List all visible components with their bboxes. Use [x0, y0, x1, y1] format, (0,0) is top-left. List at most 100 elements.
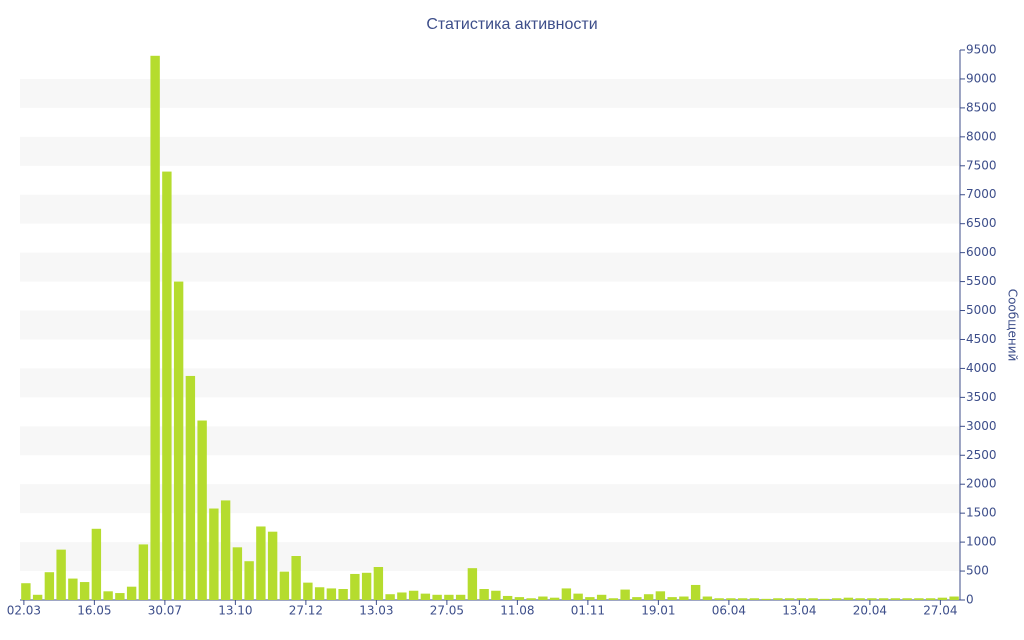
bar: [150, 55, 160, 600]
y-tick-label: 3000: [966, 419, 997, 433]
y-axis-title: Сообщений: [1006, 289, 1020, 362]
bar: [279, 571, 290, 600]
bar: [773, 598, 783, 600]
bar: [303, 582, 313, 600]
bar: [855, 598, 865, 600]
bar: [702, 596, 713, 600]
bar: [737, 598, 748, 600]
bar: [244, 561, 254, 600]
bar: [878, 598, 889, 600]
bar: [914, 598, 924, 600]
grid-band: [20, 542, 960, 572]
bar: [44, 572, 55, 600]
y-tick-label: 5000: [966, 303, 997, 317]
y-tick-label: 8500: [966, 100, 997, 114]
bar: [526, 598, 536, 600]
bar: [455, 594, 466, 600]
y-tick-label: 9500: [966, 43, 997, 57]
x-tick-label: 01.11: [571, 604, 605, 618]
bar: [902, 598, 912, 600]
bar: [326, 588, 337, 600]
bar: [397, 592, 407, 600]
y-tick-label: 7000: [966, 187, 997, 201]
bar: [444, 594, 454, 600]
bar: [220, 500, 231, 600]
y-tick-label: 4000: [966, 361, 997, 375]
bar: [596, 594, 607, 600]
bar: [32, 594, 43, 600]
bar: [291, 556, 301, 600]
bar: [314, 587, 325, 600]
x-tick-label: 30.07: [148, 604, 182, 618]
bar: [690, 584, 701, 600]
x-tick-label: 06.04: [712, 604, 746, 618]
bar: [749, 598, 760, 600]
x-tick-label: 27.05: [430, 604, 464, 618]
bar: [79, 582, 90, 600]
bar: [784, 598, 795, 600]
x-tick-label: 27.12: [289, 604, 323, 618]
bar: [467, 568, 478, 600]
bar: [491, 590, 501, 600]
bar: [479, 589, 489, 600]
bar: [408, 590, 419, 600]
grid-band: [20, 194, 960, 224]
y-tick-label: 2000: [966, 477, 997, 491]
bar: [585, 597, 595, 600]
bar: [514, 597, 525, 600]
y-tick-label: 8000: [966, 129, 997, 143]
grid-band: [20, 426, 960, 456]
bar: [808, 598, 818, 600]
bar: [632, 597, 642, 600]
bar: [185, 375, 196, 600]
y-tick-label: 6000: [966, 245, 997, 259]
bar: [538, 596, 548, 600]
x-tick-label: 02.03: [7, 604, 41, 618]
bar: [56, 549, 66, 600]
bar: [761, 598, 771, 600]
bar: [643, 594, 654, 600]
bar: [385, 594, 395, 600]
chart-title: Статистика активности: [426, 16, 597, 33]
bar: [726, 598, 736, 600]
y-tick-label: 7500: [966, 158, 997, 172]
bar: [667, 597, 677, 600]
bar: [890, 598, 901, 600]
bar: [949, 596, 959, 600]
bar: [867, 598, 877, 600]
grid-band: [20, 484, 960, 514]
bar: [338, 589, 348, 600]
bar: [608, 598, 619, 600]
bar: [256, 526, 266, 600]
y-tick-label: 5500: [966, 274, 997, 288]
x-tick-label: 13.03: [359, 604, 393, 618]
bar: [573, 593, 583, 600]
bar: [361, 572, 372, 600]
grid-band: [20, 78, 960, 108]
bar: [115, 593, 125, 600]
bar: [502, 595, 513, 600]
bar: [831, 598, 842, 600]
y-tick-label: 9000: [966, 71, 997, 85]
bar: [679, 596, 689, 600]
bar: [820, 598, 830, 600]
grid-band: [20, 368, 960, 398]
bar: [937, 597, 948, 600]
bar: [197, 420, 207, 600]
bar: [91, 528, 102, 600]
grid-band: [20, 252, 960, 282]
grid-band: [20, 136, 960, 166]
x-tick-label: 11.08: [500, 604, 534, 618]
x-tick-label: 27.04: [923, 604, 957, 618]
bar: [561, 588, 572, 600]
bar: [843, 597, 854, 600]
bar: [350, 573, 360, 600]
grid-band: [20, 310, 960, 340]
bar: [373, 567, 384, 600]
x-tick-label: 13.04: [782, 604, 816, 618]
bar: [173, 281, 184, 600]
x-tick-label: 19.01: [641, 604, 675, 618]
x-tick-label: 16.05: [77, 604, 111, 618]
x-tick-label: 20.04: [853, 604, 887, 618]
